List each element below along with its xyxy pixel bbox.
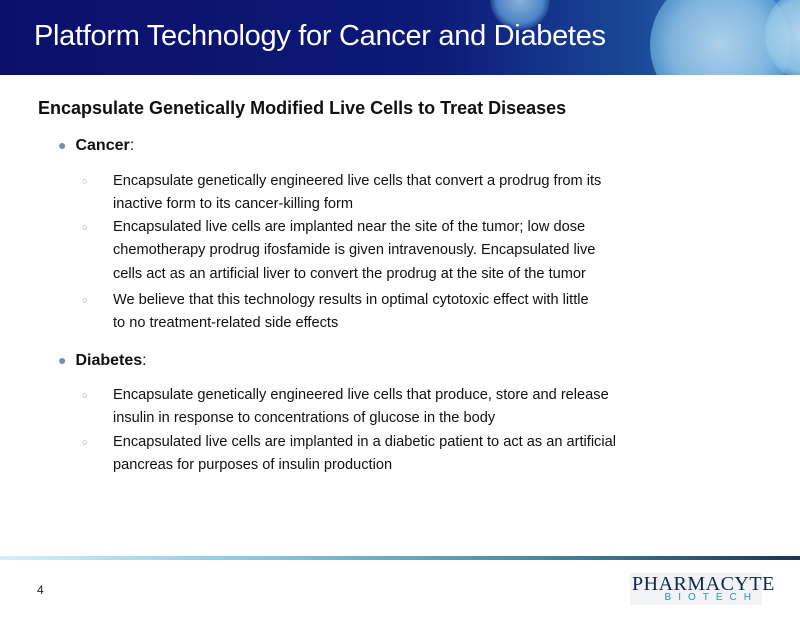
- item-line: pancreas for purposes of insulin product…: [113, 457, 393, 474]
- item-line: Encapsulated live cells are implanted ne…: [113, 219, 586, 235]
- list-item: ○ We believe that this technology result…: [82, 289, 589, 336]
- item-line: We believe that this technology results …: [113, 292, 589, 308]
- slide-subtitle: Encapsulate Genetically Modified Live Ce…: [38, 98, 567, 118]
- section-suffix: :: [142, 352, 147, 369]
- section-diabetes: ● Diabetes:: [58, 352, 147, 370]
- page-number: 4: [37, 583, 44, 597]
- list-item: ○ Encapsulated live cells are implanted …: [82, 431, 616, 478]
- bullet-icon: ●: [58, 137, 67, 153]
- sub-bullet-icon: ○: [82, 437, 88, 447]
- list-item: ○ Encapsulate genetically engineered liv…: [82, 384, 609, 431]
- bullet-icon: ●: [58, 352, 67, 368]
- section-label: Cancer: [75, 137, 130, 154]
- sub-bullet-icon: ○: [82, 222, 88, 232]
- item-line: Encapsulated live cells are implanted in…: [113, 434, 616, 450]
- item-line: Encapsulate genetically engineered live …: [113, 173, 602, 189]
- list-item: ○ Encapsulate genetically engineered liv…: [82, 170, 601, 217]
- sub-bullet-icon: ○: [82, 390, 88, 400]
- title-banner: Platform Technology for Cancer and Diabe…: [0, 0, 800, 75]
- item-line: chemotherapy prodrug ifosfamide is given…: [113, 242, 596, 259]
- sub-bullet-icon: ○: [82, 176, 88, 186]
- item-line: insulin in response to concentrations of…: [113, 410, 496, 427]
- list-item: ○ Encapsulated live cells are implanted …: [82, 216, 595, 286]
- slide-title: Platform Technology for Cancer and Diabe…: [34, 20, 606, 52]
- section-cancer: ● Cancer:: [58, 137, 134, 155]
- item-line: Encapsulate genetically engineered live …: [113, 387, 609, 403]
- company-logo: PHARMACYTE BIOTECH: [630, 573, 774, 605]
- item-line: inactive form to its cancer-killing form: [113, 196, 354, 213]
- sub-bullet-icon: ○: [82, 295, 88, 305]
- logo-text: PHARMACYTE: [632, 573, 775, 595]
- item-line: to no treatment-related side effects: [113, 315, 339, 332]
- footer-divider: [0, 556, 800, 560]
- section-suffix: :: [129, 137, 135, 154]
- item-line: cells act as an artificial liver to conv…: [113, 265, 586, 282]
- section-label: Diabetes: [75, 352, 143, 369]
- logo-subtext: BIOTECH: [664, 592, 758, 603]
